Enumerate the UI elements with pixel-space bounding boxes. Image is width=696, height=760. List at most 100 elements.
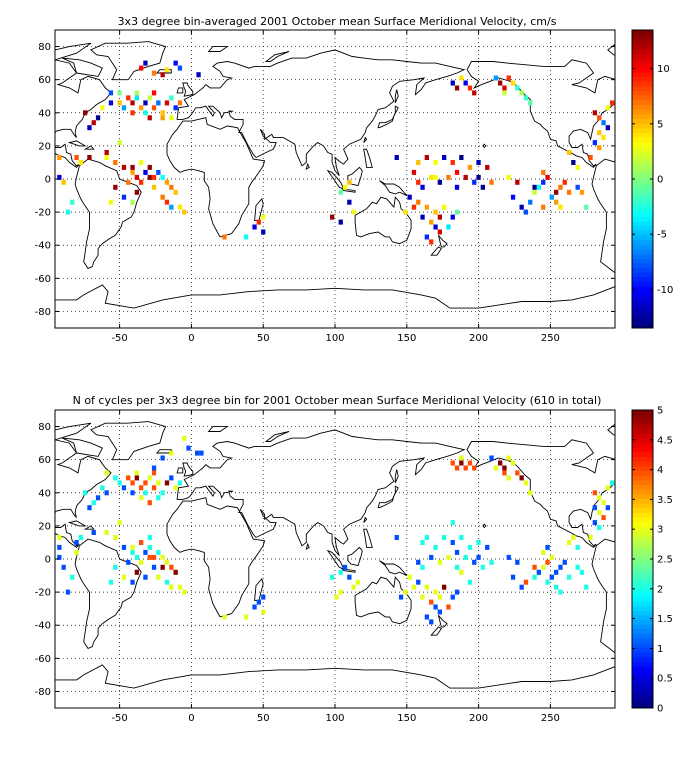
bin-cell xyxy=(592,140,597,146)
bin-cell xyxy=(351,584,356,590)
bin-cell xyxy=(502,465,507,471)
bin-cell xyxy=(493,75,498,81)
bin-cell xyxy=(523,579,529,585)
bin-cell xyxy=(139,179,144,185)
colorbar-swatch xyxy=(632,619,653,625)
bin-cell xyxy=(528,199,533,205)
bin-cell xyxy=(450,520,455,526)
colorbar-swatch xyxy=(632,39,653,45)
coastline xyxy=(341,188,356,193)
bin-cell xyxy=(420,594,425,600)
bin-cell xyxy=(134,554,139,560)
bin-cell xyxy=(156,480,161,486)
colorbar-swatch xyxy=(632,67,653,73)
colorbar-swatch xyxy=(632,183,653,189)
bin-cell xyxy=(566,150,572,155)
bin-cell xyxy=(91,530,96,535)
bin-cell xyxy=(338,589,343,595)
bin-cell xyxy=(519,475,524,481)
colorbar-swatch xyxy=(632,531,653,537)
bin-cell xyxy=(164,480,170,486)
colorbar-tick-label: 4.5 xyxy=(657,435,673,446)
bin-cell xyxy=(450,460,455,466)
bin-cell xyxy=(579,569,585,575)
bin-cell xyxy=(130,100,135,106)
bin-cell xyxy=(592,505,597,511)
coastline xyxy=(155,69,172,74)
y-tick-label: 40 xyxy=(38,108,51,119)
bin-cell xyxy=(177,100,183,106)
bin-cell xyxy=(151,564,157,570)
bin-cell xyxy=(156,574,161,580)
colorbar-swatch xyxy=(632,309,653,315)
bin-cell xyxy=(78,160,83,165)
bin-cell xyxy=(151,174,157,180)
bin-cell xyxy=(139,160,144,165)
bin-cell xyxy=(121,194,127,200)
cycles-map-panel: N of cycles per 3x3 degree bin for 2001 … xyxy=(35,394,673,724)
bin-cell xyxy=(164,179,170,185)
bin-cell xyxy=(113,535,118,540)
colorbar-swatch xyxy=(632,81,653,87)
bin-cell xyxy=(177,65,183,71)
bin-cell xyxy=(601,135,606,141)
colorbar-swatch xyxy=(632,549,653,555)
bin-cell xyxy=(554,199,559,205)
bin-cell xyxy=(424,535,429,540)
colorbar-swatch xyxy=(632,638,653,644)
colorbar-tick-label: 0 xyxy=(657,704,663,715)
colorbar-swatch xyxy=(632,109,653,115)
colorbar-swatch xyxy=(632,559,653,565)
bin-cell xyxy=(121,164,127,170)
colorbar-tick-label: 1 xyxy=(657,644,663,655)
bin-cell xyxy=(164,100,170,106)
bin-cell xyxy=(338,189,343,195)
colorbar-swatch xyxy=(632,43,653,50)
bin-cell xyxy=(130,110,135,116)
bin-cell xyxy=(601,120,606,126)
bin-cell xyxy=(523,209,529,215)
bin-cell xyxy=(130,169,135,175)
bin-cell xyxy=(416,199,421,205)
bin-cell xyxy=(78,535,83,540)
bin-cell xyxy=(104,530,109,535)
bin-cell xyxy=(261,594,266,600)
bin-cell xyxy=(156,169,161,175)
bin-cell xyxy=(506,455,511,461)
bin-cell xyxy=(182,435,187,441)
bin-cell xyxy=(558,564,563,570)
x-tick-label: 0 xyxy=(188,333,194,344)
colorbar-swatch xyxy=(632,433,653,439)
bin-cell xyxy=(243,234,249,240)
colorbar-swatch xyxy=(632,253,653,259)
bin-cell xyxy=(558,204,563,210)
bin-cell xyxy=(130,199,135,205)
bin-cell xyxy=(330,574,335,580)
bin-cell xyxy=(169,115,174,121)
y-tick-label: 0 xyxy=(45,555,51,566)
colorbar-swatch xyxy=(632,85,653,92)
bin-cell xyxy=(117,480,122,486)
bin-cell xyxy=(433,544,438,550)
bin-cell xyxy=(459,75,464,81)
coastline xyxy=(354,196,412,245)
bin-cell xyxy=(510,460,516,466)
bin-cell xyxy=(113,160,118,165)
x-tick-label: 150 xyxy=(397,713,416,724)
x-tick-label: 100 xyxy=(325,333,344,344)
bin-cell xyxy=(420,214,425,220)
bin-cell xyxy=(515,85,520,91)
y-tick-label: 40 xyxy=(38,488,51,499)
bin-cell xyxy=(558,589,563,595)
bin-cell xyxy=(571,160,576,165)
bin-cell xyxy=(126,559,131,565)
bin-cell xyxy=(117,100,122,106)
coastline xyxy=(394,89,399,103)
bin-cell xyxy=(450,540,455,545)
bin-cell xyxy=(588,535,593,540)
bin-cell xyxy=(173,105,178,111)
velocity-map-bins xyxy=(57,60,615,245)
coastline xyxy=(305,162,310,171)
bin-cell xyxy=(126,475,131,481)
bin-cell xyxy=(433,604,438,610)
